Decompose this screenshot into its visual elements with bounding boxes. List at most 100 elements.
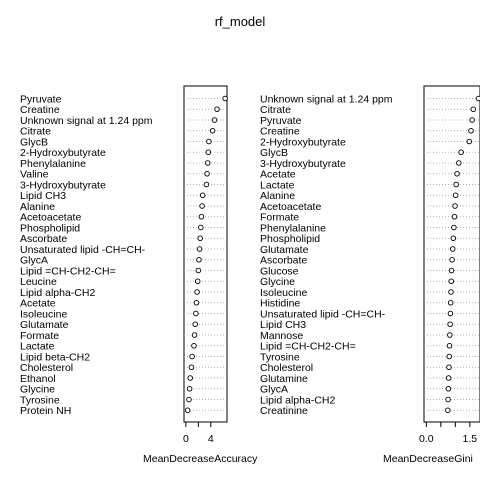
category-label: Lipid CH3 xyxy=(260,319,306,331)
data-point xyxy=(451,213,458,220)
data-point xyxy=(448,289,454,295)
data-point xyxy=(449,246,456,252)
data-point xyxy=(469,117,475,123)
category-label: Glucose xyxy=(260,265,299,277)
category-label: Acetoacetate xyxy=(20,212,81,224)
category-label: Citrate xyxy=(260,104,291,116)
category-label: Tyrosine xyxy=(260,351,300,363)
data-point xyxy=(196,257,202,263)
data-point xyxy=(214,106,220,112)
data-point xyxy=(206,138,212,145)
data-point xyxy=(194,278,201,285)
data-point xyxy=(222,95,228,102)
category-label: Formate xyxy=(260,212,299,224)
category-label: Alanine xyxy=(20,201,55,213)
x-axis-title: MeanDecreaseAccuracy xyxy=(143,453,258,465)
category-label: Leucine xyxy=(20,276,57,288)
category-label: Histidine xyxy=(260,298,300,310)
category-label: Lipid alpha-CH2 xyxy=(260,394,335,406)
data-point xyxy=(452,203,458,209)
data-point xyxy=(195,267,202,274)
data-point xyxy=(447,300,454,306)
data-point xyxy=(198,224,204,231)
data-point xyxy=(445,386,452,392)
category-label: Pyruvate xyxy=(20,93,62,105)
x-axis-title: MeanDecreaseGini xyxy=(383,453,473,465)
data-point xyxy=(188,364,195,371)
category-label: Creatine xyxy=(260,126,300,138)
category-label: Lactate xyxy=(20,341,55,353)
data-point xyxy=(184,407,191,414)
data-point xyxy=(204,170,210,177)
category-label: Glutamate xyxy=(260,244,309,256)
gini-panel: Unknown signal at 1.24 ppmCitratePyruvat… xyxy=(260,85,480,465)
data-point xyxy=(452,192,459,198)
plot-frame xyxy=(423,85,480,423)
x-tick-label: 4 xyxy=(208,433,214,445)
data-point xyxy=(211,117,218,123)
category-label: Lipid CH3 xyxy=(20,190,66,202)
data-point xyxy=(446,364,452,371)
data-point xyxy=(205,149,212,155)
category-label: 2-Hydroxybutyrate xyxy=(20,147,106,159)
data-point xyxy=(193,310,199,317)
category-label: Glutamine xyxy=(260,373,308,385)
category-label: Unsaturated lipid -CH=CH- xyxy=(20,244,146,256)
category-label: Formate xyxy=(20,330,59,342)
data-point xyxy=(191,343,197,349)
category-label: Phenylalanine xyxy=(20,158,86,170)
plot-frame xyxy=(183,85,228,423)
data-point xyxy=(193,300,200,306)
category-label: Glycine xyxy=(20,384,55,396)
category-label: Ascorbate xyxy=(260,255,307,267)
data-point xyxy=(191,332,198,338)
category-label: Unknown signal at 1.24 ppm xyxy=(260,93,393,105)
category-label: Creatinine xyxy=(260,405,308,417)
category-label: 3-Hydroxybutyrate xyxy=(260,158,346,170)
category-label: Acetate xyxy=(20,298,56,310)
data-point xyxy=(194,289,200,295)
data-point xyxy=(458,149,464,155)
category-label: Citrate xyxy=(20,126,51,138)
data-point xyxy=(448,267,455,274)
data-point xyxy=(199,192,206,198)
category-label: Ethanol xyxy=(20,373,56,385)
x-tick-label: 1.5 xyxy=(463,433,478,445)
data-point xyxy=(446,343,453,349)
data-point xyxy=(203,181,210,188)
data-point xyxy=(186,396,192,403)
category-label: Unsaturated lipid -CH=CH- xyxy=(260,308,386,320)
data-point xyxy=(447,310,454,317)
category-label: Tyrosine xyxy=(20,394,60,406)
data-point xyxy=(199,203,205,209)
category-label: 2-Hydroxybutyrate xyxy=(260,136,346,148)
category-label: GlycB xyxy=(260,147,288,159)
category-label: Isoleucine xyxy=(260,287,307,299)
category-label: GlycB xyxy=(20,136,48,148)
category-label: Phospholipid xyxy=(20,222,80,234)
data-point xyxy=(456,160,462,166)
category-label: Lipid =CH-CH2-CH= xyxy=(20,265,116,277)
data-point xyxy=(197,235,203,241)
data-point xyxy=(446,353,452,360)
data-point xyxy=(192,321,198,328)
category-label: GlycA xyxy=(260,384,288,396)
category-label: GlycA xyxy=(20,255,48,267)
category-label: Lactate xyxy=(260,179,295,191)
data-point xyxy=(204,160,211,166)
data-point xyxy=(466,138,473,145)
data-point xyxy=(470,106,477,112)
data-point xyxy=(186,386,193,392)
data-point xyxy=(196,246,203,252)
category-label: Acetoacetate xyxy=(260,201,321,213)
data-point xyxy=(450,235,457,241)
category-label: Lipid beta-CH2 xyxy=(20,351,90,363)
data-point xyxy=(447,332,453,338)
category-label: Lipid alpha-CH2 xyxy=(20,287,95,299)
category-label: Cholesterol xyxy=(260,362,313,374)
category-label: Acetate xyxy=(260,169,296,181)
category-label: Creatine xyxy=(20,104,60,116)
data-point xyxy=(445,396,451,403)
category-label: Cholesterol xyxy=(20,362,73,374)
